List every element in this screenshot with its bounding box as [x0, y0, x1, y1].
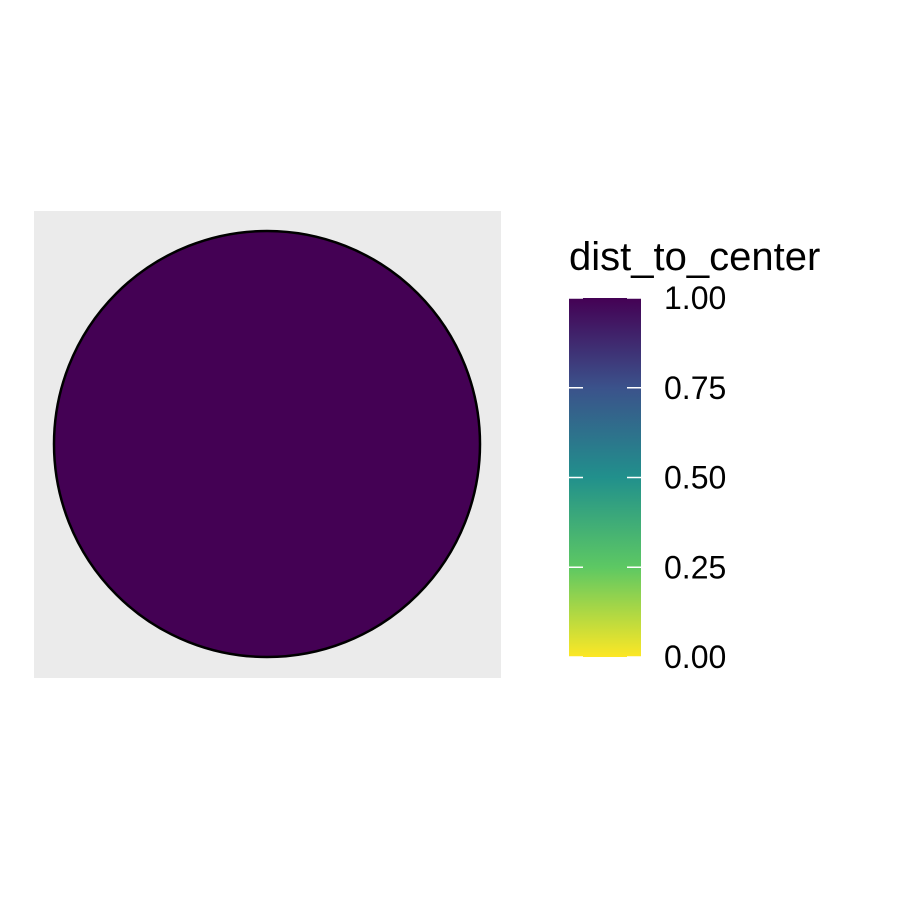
legend-tick-label: 0.50: [664, 460, 726, 496]
legend-tick-label: 0.00: [664, 639, 726, 675]
legend-tick-label: 0.25: [664, 549, 726, 585]
legend-tick-label: 0.75: [664, 370, 726, 406]
legend-ticks: 1.00 0.75 0.50 0.25 0.00: [569, 280, 726, 675]
legend-title: dist_to_center: [569, 235, 820, 279]
data-circle: [52, 229, 482, 659]
legend-tick-label: 1.00: [664, 280, 726, 316]
